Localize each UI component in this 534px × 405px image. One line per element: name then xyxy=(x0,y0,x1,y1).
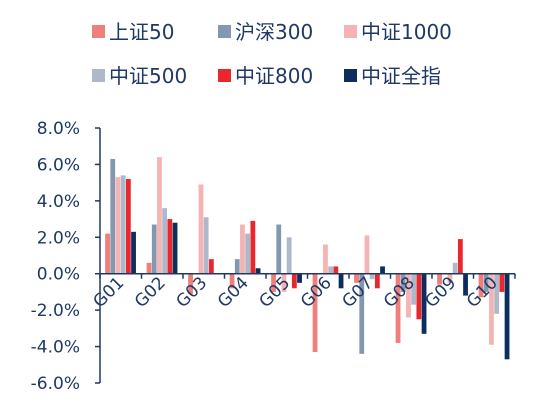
bar xyxy=(447,273,453,283)
bar xyxy=(437,273,442,285)
bar xyxy=(125,179,131,274)
bar xyxy=(198,184,204,274)
bar xyxy=(333,266,339,274)
bar xyxy=(286,237,292,274)
x-tick-label: G01 xyxy=(90,273,129,312)
y-tick-label: 2.0% xyxy=(37,228,80,248)
bar xyxy=(494,273,500,314)
bar xyxy=(203,217,209,274)
bar xyxy=(151,224,157,274)
bar xyxy=(255,268,261,274)
y-tick-label: -6.0% xyxy=(31,374,80,394)
bar xyxy=(416,273,422,320)
bar xyxy=(489,273,494,345)
bar xyxy=(245,233,251,274)
x-tick-label: G06 xyxy=(297,273,336,312)
bar xyxy=(291,273,297,289)
bar xyxy=(312,273,318,353)
legend-label: 中证全指 xyxy=(361,64,441,88)
bar xyxy=(131,231,136,274)
bar xyxy=(504,273,510,360)
bar xyxy=(240,224,245,274)
x-axis: G01 G02 G03 G04 G05 G06 G07 G08 G09 G10 xyxy=(90,272,516,312)
legend-swatch xyxy=(344,69,357,82)
bar xyxy=(120,175,126,274)
bar xyxy=(374,273,380,289)
legend-label: 中证1000 xyxy=(361,20,452,44)
y-tick-label: 6.0% xyxy=(37,155,80,175)
bar xyxy=(359,273,365,354)
x-tick-label: G04 xyxy=(214,273,253,312)
bar xyxy=(276,224,282,274)
legend-swatch xyxy=(218,25,231,38)
bar xyxy=(369,273,375,280)
bar xyxy=(281,273,287,292)
legend-label: 沪深300 xyxy=(235,20,313,44)
legend: 上证50 沪深300 中证1000 中证500 中证800 中证全指 xyxy=(92,20,452,88)
y-tick-label: -4.0% xyxy=(31,338,80,358)
legend-swatch xyxy=(92,25,105,38)
legend-label: 中证500 xyxy=(109,64,187,88)
bar xyxy=(463,273,468,296)
y-tick-label: 4.0% xyxy=(37,192,80,212)
legend-swatch xyxy=(218,69,231,82)
bar xyxy=(323,244,328,274)
bar xyxy=(421,273,427,334)
bar xyxy=(499,273,505,292)
bar xyxy=(411,273,417,305)
y-axis: 8.0% 6.0% 4.0% 2.0% 0.0% -2.0% -4.0% -6.0% xyxy=(31,119,101,394)
bar xyxy=(250,220,256,274)
x-tick-label: G03 xyxy=(173,273,212,312)
bar xyxy=(234,259,240,274)
bar xyxy=(146,262,152,274)
x-tick-label: G09 xyxy=(422,273,461,312)
bar xyxy=(380,266,385,274)
bar xyxy=(400,273,406,292)
legend-swatch xyxy=(92,69,105,82)
bar xyxy=(271,273,276,292)
bar xyxy=(395,273,401,343)
bar xyxy=(115,177,121,274)
bar xyxy=(478,273,484,298)
bar xyxy=(328,266,334,274)
y-tick-label: -2.0% xyxy=(31,301,80,321)
bars xyxy=(105,157,510,360)
bar xyxy=(364,235,370,274)
bar xyxy=(457,239,463,274)
y-tick-label: 8.0% xyxy=(37,119,80,139)
legend-label: 上证50 xyxy=(109,20,174,44)
bar xyxy=(452,262,458,274)
bar xyxy=(208,259,214,274)
bar xyxy=(406,273,411,318)
bar xyxy=(297,273,302,283)
bar xyxy=(483,273,489,292)
bar xyxy=(157,157,162,274)
bar xyxy=(110,158,116,274)
y-tick-label: 0.0% xyxy=(37,265,80,285)
legend-swatch xyxy=(344,25,357,38)
bar xyxy=(229,273,235,289)
bar xyxy=(188,273,193,294)
bar xyxy=(167,219,173,274)
bar xyxy=(354,273,359,283)
legend-label: 中证800 xyxy=(235,64,313,88)
x-tick-label: G02 xyxy=(131,273,170,312)
bar xyxy=(162,208,168,274)
x-tick-label: G05 xyxy=(256,273,295,312)
bar xyxy=(338,273,344,289)
bar xyxy=(105,233,110,274)
bar xyxy=(172,222,178,274)
